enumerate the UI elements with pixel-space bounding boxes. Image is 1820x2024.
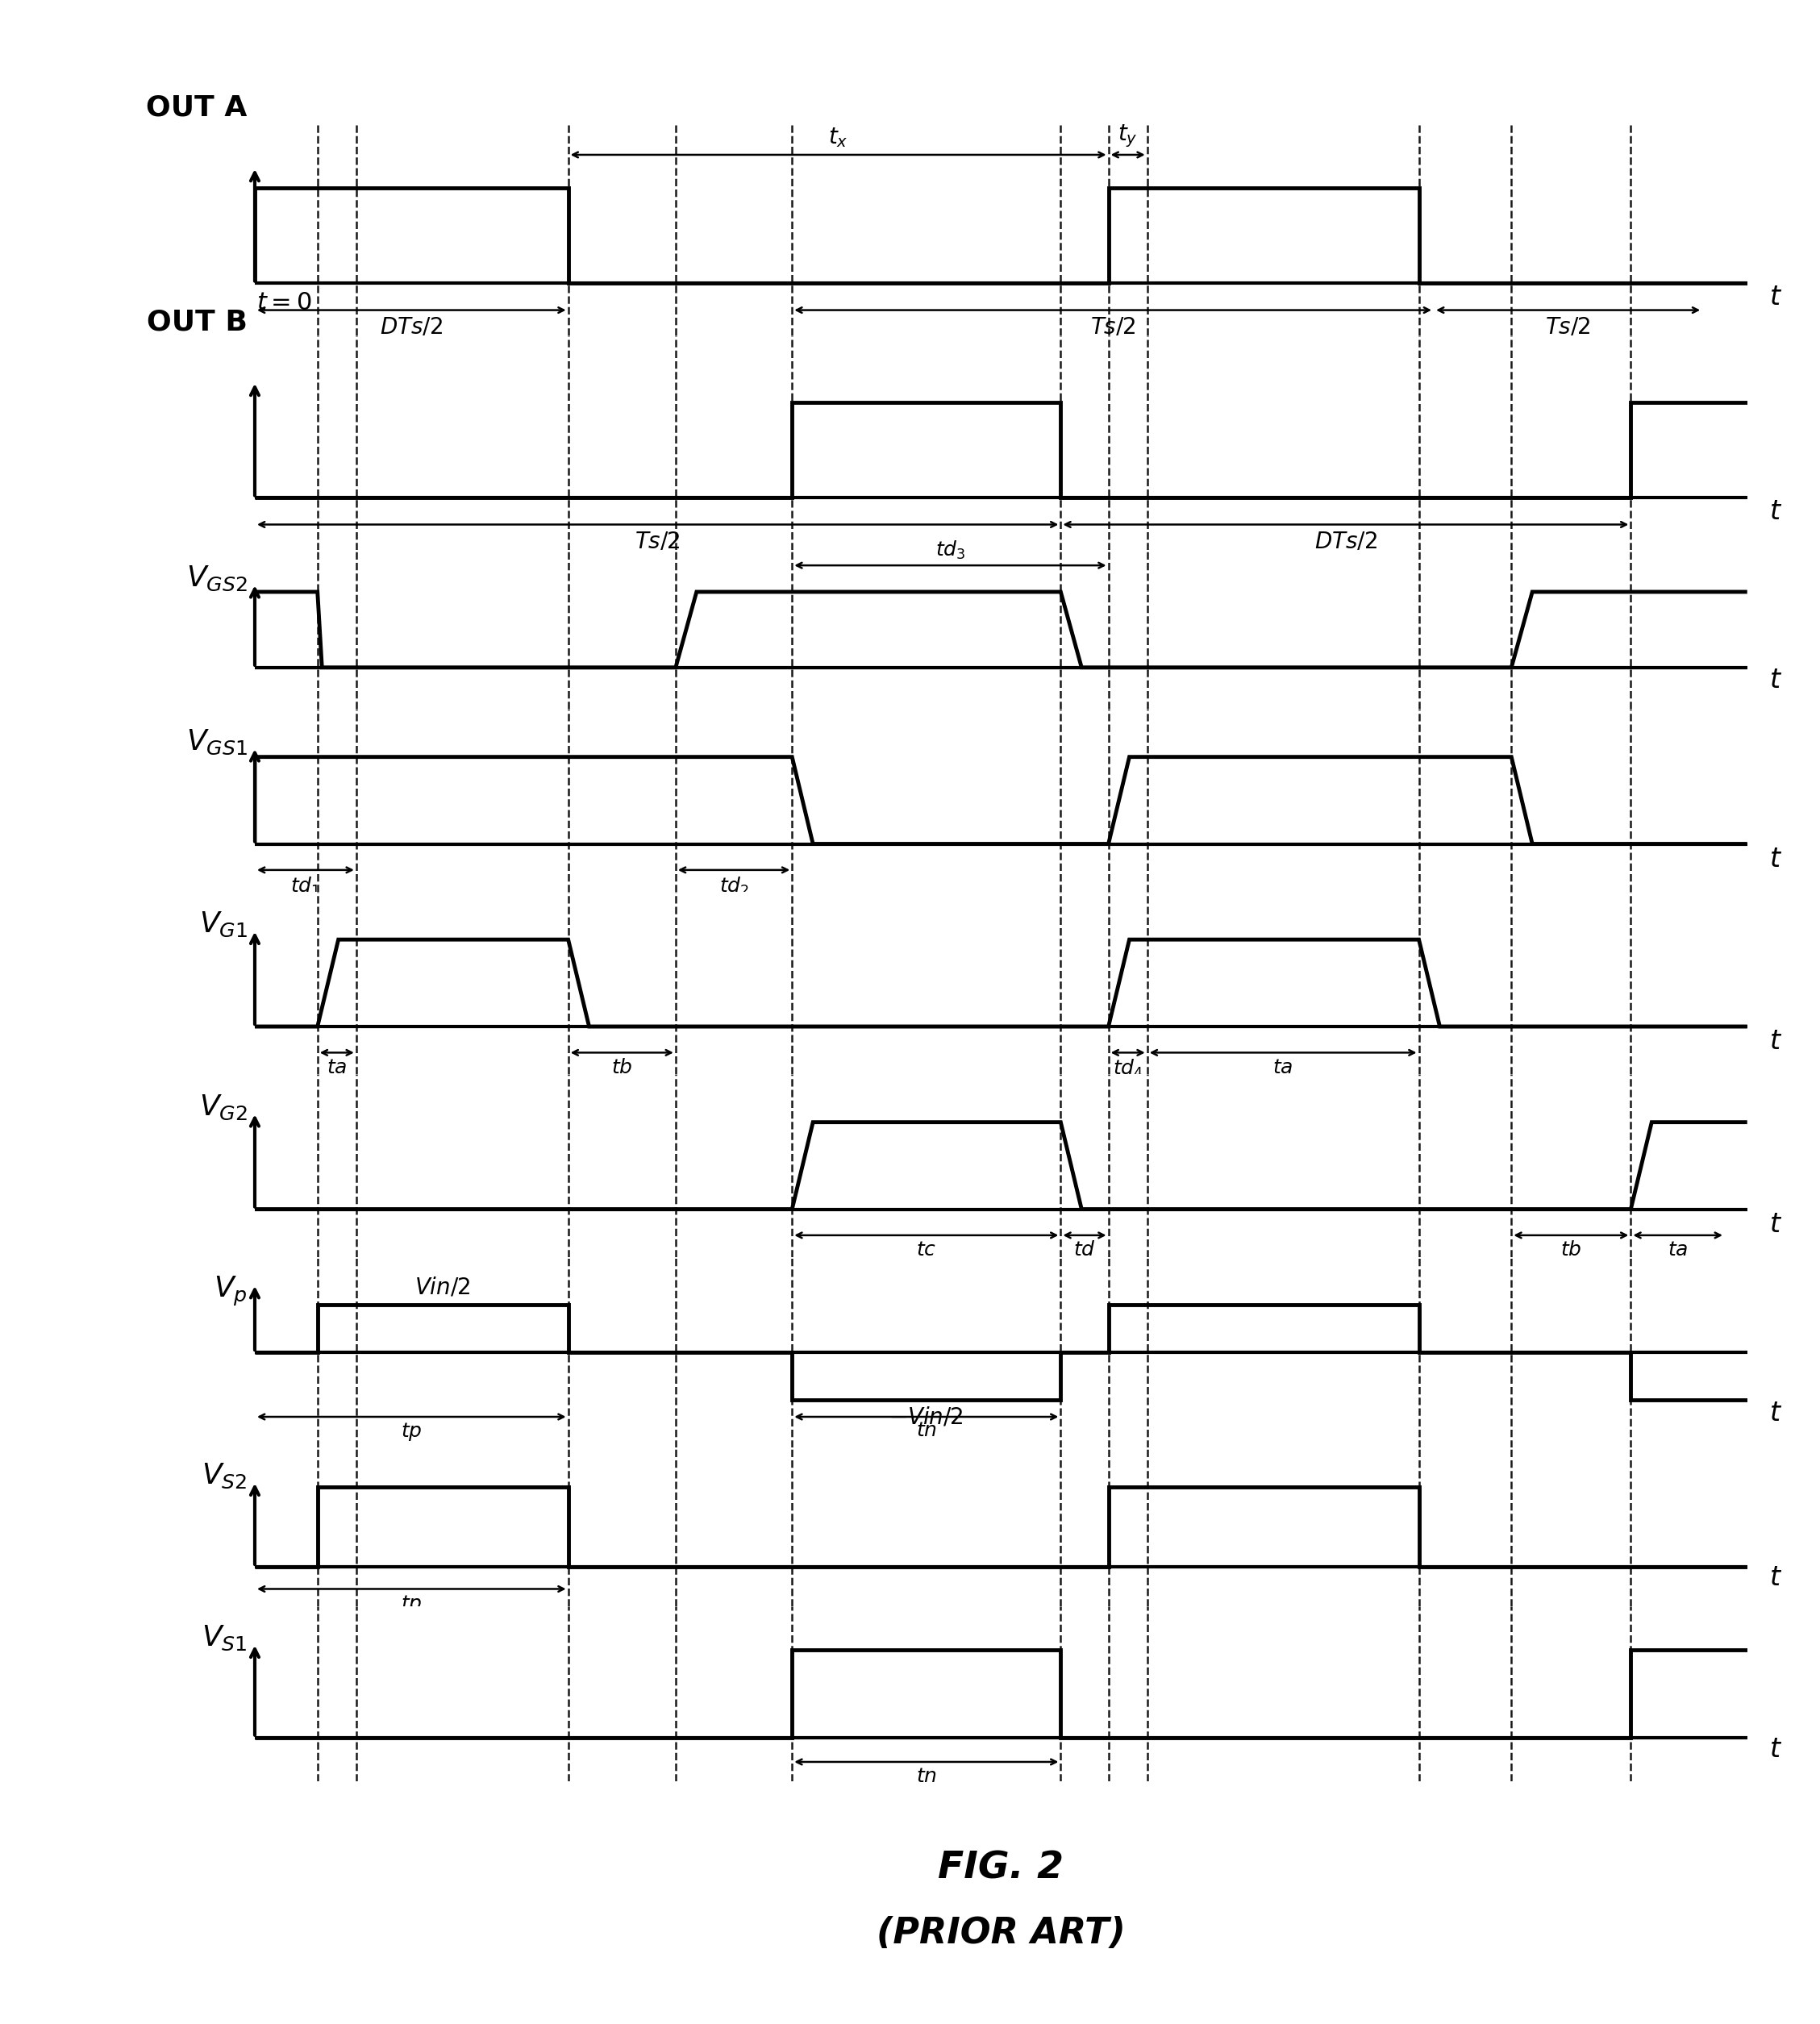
Text: $t_x$: $t_x$ [828,125,848,150]
Text: $Ts/2$: $Ts/2$ [1090,316,1136,338]
Text: $t$: $t$ [1769,1401,1782,1427]
Text: $tb$: $tb$ [612,1059,633,1077]
Text: $V_{S1}$: $V_{S1}$ [202,1623,248,1652]
Text: OUT A: OUT A [146,93,248,121]
Text: $ta$: $ta$ [326,1059,348,1077]
Text: $t$: $t$ [1769,1210,1782,1237]
Text: $Vin/2$: $Vin/2$ [415,1277,471,1299]
Text: $t$: $t$ [1769,668,1782,694]
Text: $V_{GS2}$: $V_{GS2}$ [186,565,248,593]
Text: OUT B: OUT B [147,308,248,336]
Text: $td_4$: $td_4$ [1112,1059,1143,1079]
Text: FIG. 2: FIG. 2 [937,1850,1065,1886]
Text: $t = 0$: $t = 0$ [257,291,311,314]
Text: $tb$: $tb$ [1560,1241,1582,1259]
Text: $V_{G2}$: $V_{G2}$ [198,1093,248,1121]
Text: $td_2$: $td_2$ [719,874,748,897]
Text: $-Vin/2$: $-Vin/2$ [888,1407,965,1429]
Text: $ta$: $ta$ [1667,1241,1689,1259]
Text: $DTs/2$: $DTs/2$ [1314,530,1378,553]
Text: $td_1$: $td_1$ [291,874,320,897]
Text: $DTs/2$: $DTs/2$ [380,316,442,338]
Text: $tn$: $tn$ [915,1421,937,1441]
Text: $V_{G1}$: $V_{G1}$ [198,911,248,939]
Text: $tp$: $tp$ [400,1593,422,1615]
Text: $Ts/2$: $Ts/2$ [1545,316,1591,338]
Text: $t$: $t$ [1769,283,1782,310]
Text: $t$: $t$ [1769,498,1782,524]
Text: $tp$: $tp$ [400,1421,422,1443]
Text: $V_{S2}$: $V_{S2}$ [202,1461,248,1490]
Text: (PRIOR ART): (PRIOR ART) [877,1915,1125,1951]
Text: $t$: $t$ [1769,1565,1782,1591]
Text: $td$: $td$ [1074,1241,1096,1259]
Text: $t$: $t$ [1769,846,1782,872]
Text: $td_3$: $td_3$ [935,538,965,561]
Text: $t$: $t$ [1769,1737,1782,1763]
Text: $ta$: $ta$ [1272,1059,1294,1077]
Text: $Ts/2$: $Ts/2$ [635,530,681,553]
Text: $t$: $t$ [1769,1028,1782,1055]
Text: $t_y$: $t_y$ [1117,123,1138,150]
Text: $V_p$: $V_p$ [213,1275,248,1308]
Text: $V_{GS1}$: $V_{GS1}$ [186,729,248,757]
Text: $tc$: $tc$ [915,1241,937,1259]
Text: $tn$: $tn$ [915,1767,937,1787]
